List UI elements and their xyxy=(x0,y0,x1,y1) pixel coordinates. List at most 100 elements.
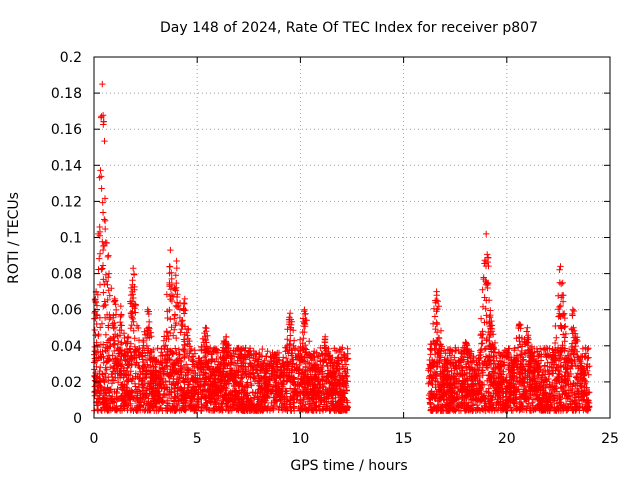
data-point xyxy=(329,364,337,371)
data-point xyxy=(199,388,206,395)
data-point xyxy=(126,345,133,352)
data-point xyxy=(246,352,253,359)
data-point xyxy=(296,407,303,414)
data-point xyxy=(301,328,308,336)
data-point xyxy=(274,367,281,374)
y-tick-label: 0.18 xyxy=(51,86,82,102)
data-point xyxy=(163,291,170,298)
data-point xyxy=(96,174,103,181)
data-point xyxy=(127,368,134,375)
data-point xyxy=(102,331,110,338)
data-point xyxy=(113,388,120,396)
data-point xyxy=(102,239,109,246)
data-point xyxy=(284,336,291,343)
data-point xyxy=(121,352,128,359)
data-point xyxy=(112,357,119,365)
data-point xyxy=(130,318,137,325)
data-point xyxy=(99,265,106,272)
y-axis-label: ROTI / TECUs xyxy=(6,192,22,284)
data-point xyxy=(181,351,189,359)
data-point xyxy=(199,364,206,371)
data-point xyxy=(129,315,136,323)
data-point xyxy=(254,370,261,377)
data-point xyxy=(296,336,304,343)
y-tick-label: 0.16 xyxy=(51,122,82,138)
data-point xyxy=(340,365,348,372)
data-point xyxy=(227,375,234,382)
y-tick-label: 0 xyxy=(73,411,82,427)
y-tick-label: 0.1 xyxy=(60,231,82,247)
data-point xyxy=(269,404,276,411)
data-point xyxy=(109,320,116,327)
data-point xyxy=(232,377,239,385)
data-point xyxy=(342,369,350,377)
data-point xyxy=(184,371,192,378)
data-point xyxy=(106,355,113,363)
data-point xyxy=(180,378,188,385)
data-point xyxy=(97,167,104,174)
data-point xyxy=(283,354,290,362)
data-point xyxy=(109,368,117,375)
data-point xyxy=(252,355,259,362)
data-point xyxy=(164,332,172,340)
data-point xyxy=(99,348,106,356)
data-point xyxy=(128,321,135,329)
data-point xyxy=(92,331,99,339)
data-point xyxy=(247,371,255,378)
data-point xyxy=(160,368,167,375)
data-point xyxy=(92,357,99,365)
data-point xyxy=(114,379,122,386)
data-point xyxy=(129,388,136,396)
data-point xyxy=(99,199,106,206)
data-point xyxy=(100,289,107,296)
data-point xyxy=(268,388,275,395)
data-point xyxy=(231,359,239,367)
data-point xyxy=(97,324,104,331)
data-point xyxy=(131,335,138,342)
data-point xyxy=(135,337,143,344)
data-point xyxy=(223,403,230,410)
data-point xyxy=(179,317,186,324)
x-tick-label: 20 xyxy=(498,431,516,447)
data-point xyxy=(251,394,258,401)
data-point xyxy=(164,314,171,322)
data-point xyxy=(100,359,107,366)
data-point xyxy=(253,350,260,358)
data-point xyxy=(130,294,137,302)
y-tick-label: 0.04 xyxy=(51,339,82,355)
data-point xyxy=(257,389,264,397)
chart-title: Day 148 of 2024, Rate Of TEC Index for r… xyxy=(160,20,538,36)
data-point xyxy=(258,375,266,382)
data-point xyxy=(314,353,322,360)
data-point xyxy=(268,399,275,407)
x-axis-label: GPS time / hours xyxy=(290,458,407,474)
x-tick-label: 5 xyxy=(193,431,202,447)
data-point xyxy=(154,345,161,352)
data-point xyxy=(107,363,114,371)
data-point xyxy=(103,366,110,373)
data-point xyxy=(111,399,118,406)
x-tick-label: 15 xyxy=(395,431,413,447)
x-tick-label: 10 xyxy=(291,431,309,447)
y-tick-label: 0.12 xyxy=(51,194,82,210)
data-point xyxy=(221,373,229,380)
data-point xyxy=(125,362,132,369)
data-point xyxy=(319,357,327,364)
y-tick-label: 0.2 xyxy=(60,50,82,66)
data-point xyxy=(133,322,141,329)
y-tick-label: 0.14 xyxy=(51,158,82,174)
data-point xyxy=(299,315,307,322)
data-point xyxy=(98,266,105,273)
data-point xyxy=(101,195,109,202)
data-point xyxy=(104,296,111,304)
data-point xyxy=(339,344,346,351)
data-point xyxy=(141,374,149,381)
data-point xyxy=(106,292,113,299)
data-point xyxy=(259,345,266,353)
data-point xyxy=(287,385,294,392)
data-point xyxy=(173,334,180,342)
data-point xyxy=(132,309,139,316)
data-point xyxy=(264,348,271,355)
data-point xyxy=(174,291,181,298)
